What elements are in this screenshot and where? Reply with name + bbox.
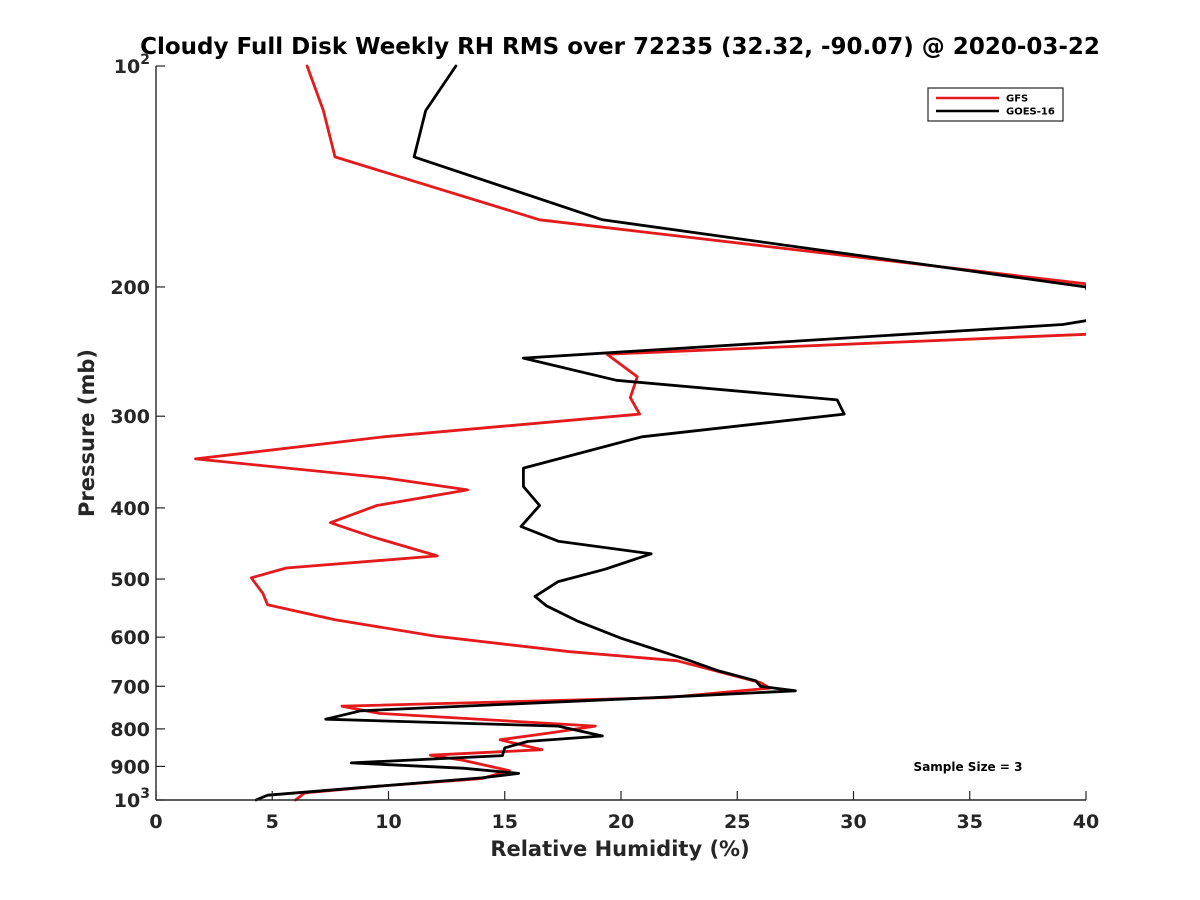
x-tick-label: 25 xyxy=(724,811,750,833)
x-tick-label: 20 xyxy=(608,811,634,833)
legend: GFS GOES-16 xyxy=(927,87,1064,122)
y-tick-label: 300 xyxy=(110,406,150,428)
x-axis: 0 5 10 15 20 25 30 35 40 xyxy=(149,791,1099,833)
x-tick-label: 15 xyxy=(492,811,518,833)
y-tick-label: 200 xyxy=(110,277,150,299)
legend-box xyxy=(927,87,1064,122)
x-axis-label: Relative Humidity (%) xyxy=(490,837,749,861)
x-tick-label: 35 xyxy=(957,811,983,833)
y-axis-label: Pressure (mb) xyxy=(75,349,99,517)
y-tick-label: 700 xyxy=(110,676,150,698)
series-line-goes-16 xyxy=(254,64,1086,802)
legend-label-gfs: GFS xyxy=(1006,94,1028,105)
y-tick-label: 400 xyxy=(110,498,150,520)
legend-label-goes-16: GOES-16 xyxy=(1006,107,1055,118)
x-tick-label: 40 xyxy=(1073,811,1099,833)
y-tick-label: 500 xyxy=(110,569,150,591)
y-tick-label: 600 xyxy=(110,627,150,649)
series-layer xyxy=(194,64,1086,802)
x-tick-label: 0 xyxy=(149,811,162,833)
plot-area xyxy=(156,66,1086,800)
sample-size-annotation: Sample Size = 3 xyxy=(914,760,1023,774)
y-tick-label: 800 xyxy=(110,719,150,741)
x-tick-label: 30 xyxy=(840,811,866,833)
x-tick-label: 5 xyxy=(266,811,279,833)
chart-title: Cloudy Full Disk Weekly RH RMS over 7223… xyxy=(140,34,1100,60)
y-tick-label: 900 xyxy=(110,756,150,778)
x-tick-label: 10 xyxy=(375,811,401,833)
